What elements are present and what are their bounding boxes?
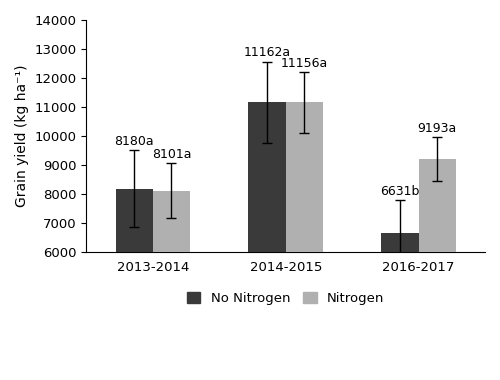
Bar [418, 159, 456, 380]
Text: 8101a: 8101a [152, 148, 191, 161]
Text: 6631b: 6631b [380, 185, 420, 198]
Bar [153, 191, 190, 380]
Bar [382, 233, 418, 380]
Bar [116, 188, 153, 380]
Bar [248, 102, 286, 380]
Text: 8180a: 8180a [114, 135, 154, 148]
Text: 9193a: 9193a [418, 122, 457, 135]
Text: 11162a: 11162a [244, 46, 290, 59]
Y-axis label: Grain yield (kg ha⁻¹): Grain yield (kg ha⁻¹) [15, 65, 29, 207]
Legend: No Nitrogen, Nitrogen: No Nitrogen, Nitrogen [182, 287, 390, 310]
Text: 11156a: 11156a [280, 57, 328, 70]
Bar [286, 102, 323, 380]
